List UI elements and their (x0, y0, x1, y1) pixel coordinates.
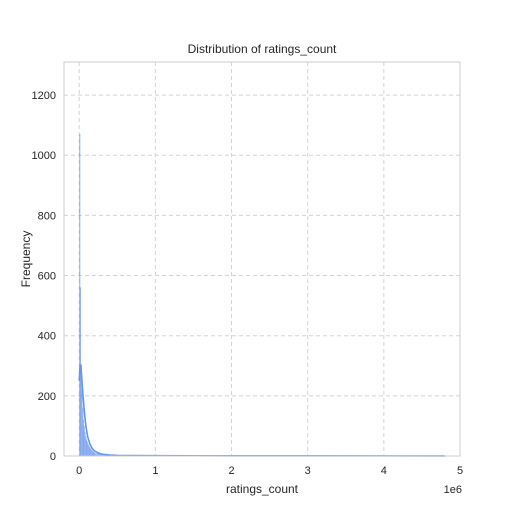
grid-layer (64, 62, 461, 457)
kde-layer (78, 364, 445, 457)
y-axis-label: Frequency (19, 231, 33, 288)
x-tick-label: 3 (305, 465, 311, 477)
bars-layer (79, 134, 157, 457)
y-tick-label: 1000 (32, 150, 56, 162)
x-axis-offset-label: 1e6 (444, 484, 462, 496)
plot-frame (63, 61, 461, 457)
x-tick-labels: 0 1 2 3 4 5 (76, 465, 463, 477)
x-tick-label: 5 (457, 465, 463, 477)
y-tick-label: 400 (38, 331, 56, 343)
y-tick-label: 600 (38, 271, 56, 283)
y-tick-label: 800 (38, 210, 56, 222)
y-tick-label: 200 (38, 391, 56, 403)
y-tick-labels: 0 200 400 600 800 1000 1200 (32, 90, 56, 463)
x-axis-label: ratings_count (226, 482, 299, 496)
y-tick-label: 1200 (32, 90, 56, 102)
x-tick-label: 4 (381, 465, 387, 477)
kde-line (78, 364, 445, 457)
x-tick-label: 1 (152, 465, 158, 477)
x-tick-label: 0 (76, 465, 82, 477)
x-tick-label: 2 (228, 465, 234, 477)
chart-title: Distribution of ratings_count (188, 42, 337, 56)
y-tick-label: 0 (50, 451, 56, 463)
